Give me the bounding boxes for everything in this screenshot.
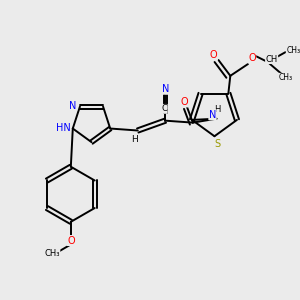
Text: HN: HN (56, 122, 70, 133)
Text: CH₃: CH₃ (286, 46, 300, 55)
Text: H: H (131, 135, 138, 144)
Text: C: C (161, 104, 167, 113)
Text: CH₃: CH₃ (44, 249, 60, 258)
Text: S: S (214, 139, 220, 149)
Text: O: O (248, 53, 256, 63)
Text: CH: CH (266, 55, 278, 64)
Text: O: O (210, 50, 218, 60)
Text: CH₃: CH₃ (278, 73, 292, 82)
Text: O: O (180, 97, 188, 107)
Text: H: H (214, 105, 220, 114)
Text: N: N (162, 84, 169, 94)
Text: N: N (209, 110, 216, 120)
Text: N: N (69, 100, 77, 111)
Text: O: O (67, 236, 75, 245)
